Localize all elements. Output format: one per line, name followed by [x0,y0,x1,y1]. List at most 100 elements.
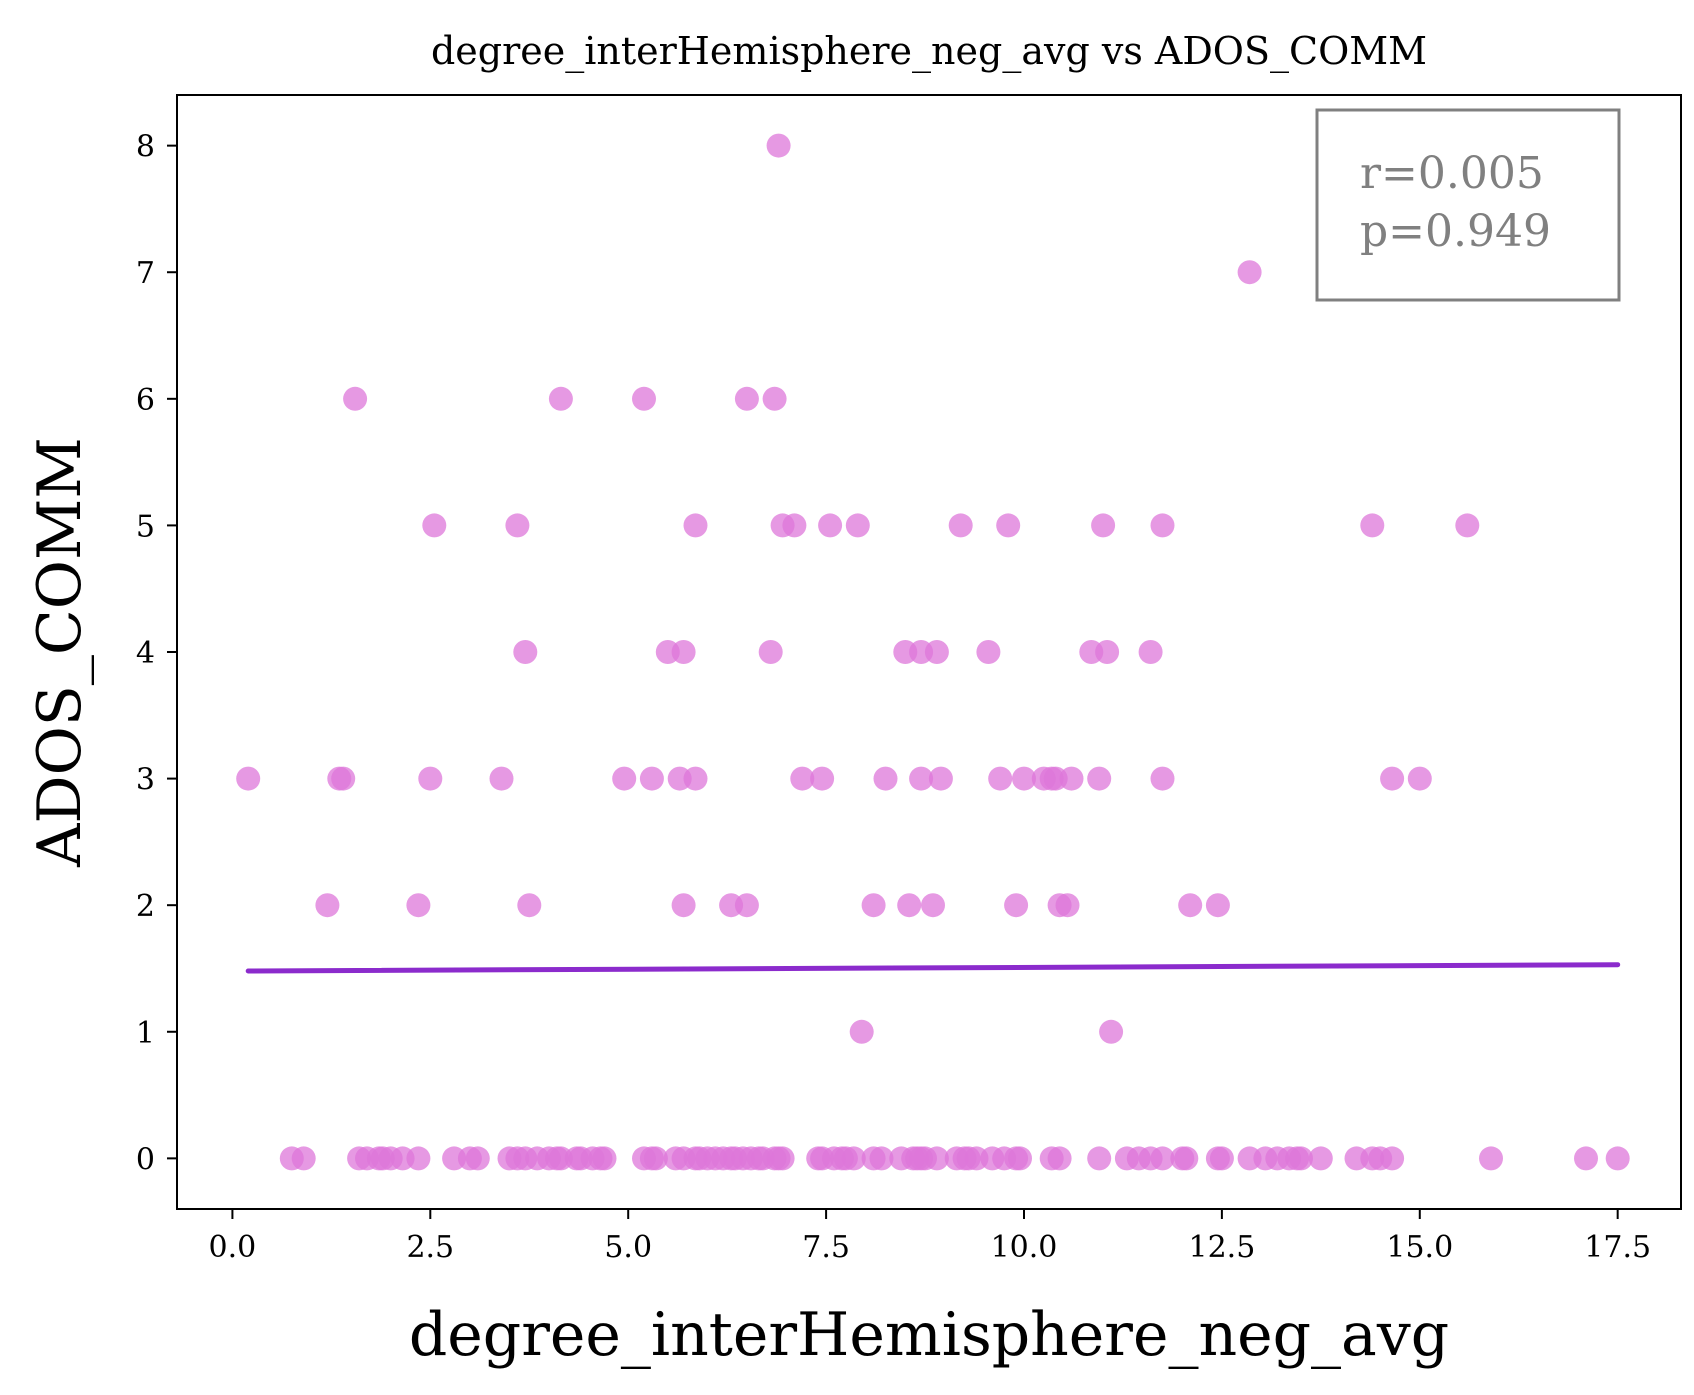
data-point [1087,1146,1112,1171]
data-point [1150,513,1175,538]
stats-box-frame [1315,108,1621,302]
x-tick-label: 2.5 [406,1230,454,1265]
data-point [1138,640,1163,664]
data-point [909,766,934,791]
stats-p-value: p=0.949 [1360,206,1551,257]
data-point [683,513,708,538]
y-tick-label: 2 [136,889,155,924]
data-point [632,386,656,411]
stats-r-value: r=0.005 [1360,148,1544,199]
data-point [1099,1019,1124,1044]
y-tick-label: 7 [136,256,155,291]
data-point [422,513,447,538]
data-point [1012,766,1036,791]
data-point [1479,1146,1503,1171]
data-point [1407,766,1432,791]
data-point [758,640,783,664]
data-point [924,640,949,664]
data-point [1047,1146,1072,1171]
data-point [517,893,542,918]
data-point [1605,1146,1630,1171]
data-point [1380,766,1405,791]
data-point [1150,1146,1175,1171]
fit-line-layer [245,962,1621,974]
data-point [841,1146,866,1171]
data-point [845,513,870,538]
data-point [766,133,791,158]
points-layer [236,133,1630,1171]
data-point [643,1146,668,1171]
data-point [988,766,1013,791]
data-point [683,766,708,791]
data-point [924,1146,949,1171]
data-point [996,513,1021,538]
y-tick-label: 1 [136,1016,155,1051]
y-tick-label: 3 [136,763,155,798]
x-tick-label: 7.5 [802,1230,850,1265]
data-point [1360,513,1385,538]
data-point [513,640,538,664]
data-point [873,766,898,791]
y-tick-label: 8 [136,130,155,165]
data-point [612,766,637,791]
data-point [592,1146,617,1171]
data-point [291,1146,316,1171]
data-point [849,1019,874,1044]
y-tick-label: 4 [136,636,155,671]
data-point [1289,1146,1313,1171]
y-tick-label: 6 [136,383,155,418]
data-point [671,640,696,664]
y-axis-label: ADOS_COMM [25,437,95,868]
data-point [1150,766,1175,791]
data-point [406,1146,431,1171]
data-point [1237,260,1262,285]
data-point [1087,766,1112,791]
data-point [869,1146,894,1171]
data-point [928,766,953,791]
data-point [1008,1146,1032,1171]
data-point [948,513,973,538]
chart-title: degree_interHemisphere_neg_avg vs ADOS_C… [431,29,1427,74]
data-point [671,893,696,918]
data-point [1205,893,1230,918]
data-point [315,893,340,918]
data-point [331,766,356,791]
data-point [406,893,431,918]
data-point [418,766,443,791]
x-tick-label: 0.0 [209,1230,257,1265]
data-point [1095,640,1120,664]
data-point [897,893,922,918]
data-point [1091,513,1116,538]
data-point [1380,1146,1405,1171]
y-axis-ticks: 0 1 2 3 4 5 6 7 8 [136,130,177,1177]
data-point [762,386,787,411]
data-point [1004,893,1029,918]
data-point [734,893,759,918]
y-tick-label: 5 [136,509,155,544]
data-point [1308,1146,1333,1171]
x-tick-label: 17.5 [1584,1230,1651,1265]
x-axis-ticks: 0.0 2.5 5.0 7.5 10.0 12.5 15.0 17.5 [209,1209,1651,1265]
data-point [236,766,261,791]
data-point [782,513,807,538]
data-point [861,893,886,918]
y-tick-label: 0 [136,1142,155,1177]
data-point [734,386,759,411]
data-point [976,640,1001,664]
data-point [921,893,945,918]
data-point [465,1146,490,1171]
data-point [548,386,573,411]
data-point [489,766,514,791]
x-tick-label: 15.0 [1386,1230,1453,1265]
x-axis-label: degree_interHemisphere_neg_avg [409,1300,1449,1370]
data-point [1178,893,1203,918]
data-point [818,513,843,538]
data-point [770,1146,795,1171]
regression-line [245,962,1621,974]
data-point [1055,893,1080,918]
x-tick-label: 10.0 [991,1230,1058,1265]
data-point [1174,1146,1199,1171]
data-point [505,513,530,538]
stats-box: r=0.005 p=0.949 [1315,108,1621,302]
data-point [1574,1146,1598,1171]
